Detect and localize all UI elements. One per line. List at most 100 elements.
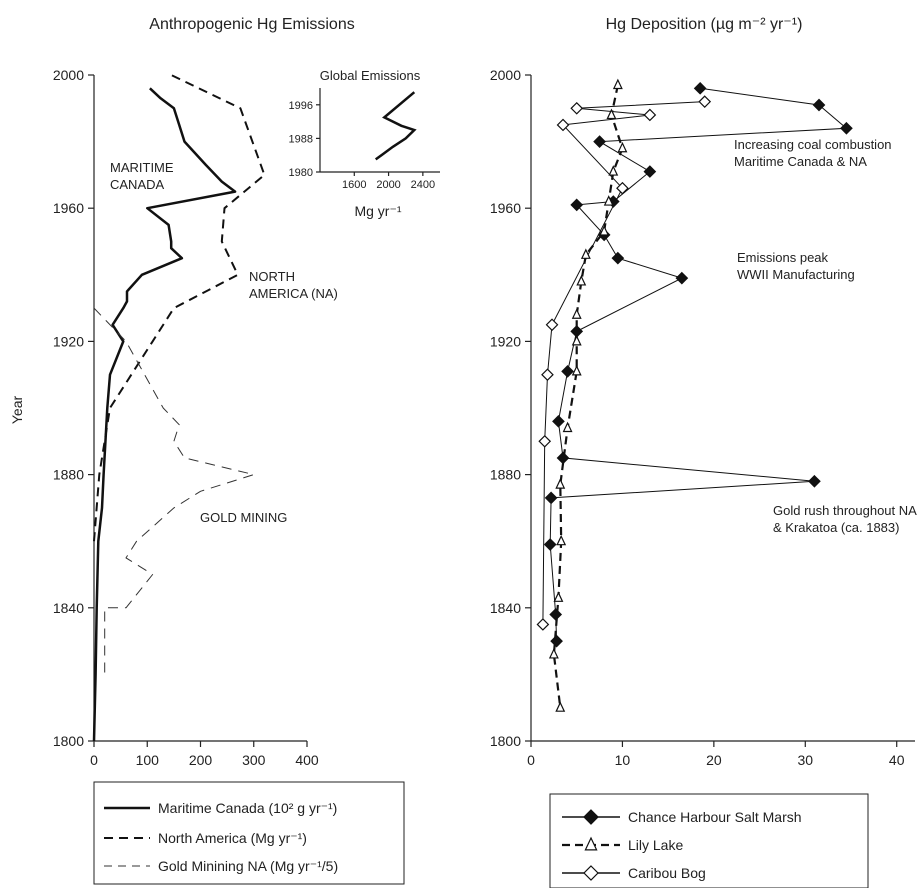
right-legend-marker-0: [583, 809, 599, 825]
right-y-tick-label-3: 1920: [490, 333, 521, 349]
right-series-2-point-4: [616, 181, 629, 195]
right-series-0-point-15: [544, 491, 558, 505]
left-y-tick-label-3: 1920: [53, 333, 84, 349]
right-series-1-point-0: [612, 78, 623, 90]
annotation-canada: CANADA: [110, 177, 165, 192]
right-x-tick-label-1: 10: [615, 752, 631, 768]
right-series-1-point-15: [548, 648, 559, 659]
right-series-0-point-16: [543, 538, 557, 551]
right-legend-label-2: Caribou Bog: [628, 865, 706, 881]
right-series-1-point-2: [617, 141, 628, 153]
right-series-1-point-11: [562, 421, 573, 433]
left-y-tick-label-2: 1880: [53, 467, 84, 483]
annotation-gold-mining: GOLD MINING: [200, 510, 287, 525]
right-series-2-point-7: [538, 434, 552, 448]
left-series-line-0: [92, 87, 237, 742]
right-series-2-point-6: [541, 368, 554, 382]
right-series-2-point-5: [545, 318, 559, 332]
inset-title: Global Emissions: [320, 68, 421, 83]
left-legend-item-2: Gold Minining NA (Mg yr⁻¹/5): [104, 858, 338, 874]
right-series-0-point-12: [552, 414, 565, 428]
right-series-1-point-10: [571, 364, 582, 376]
right-series-0-point-11: [561, 365, 574, 378]
right-series-group: [536, 78, 853, 712]
right-series-0-point-6: [570, 198, 584, 212]
inset-x-tick-label-1: 2000: [376, 179, 400, 191]
left-y-tick-label-4: 1960: [53, 200, 84, 216]
right-series-1-point-16: [555, 701, 566, 712]
inset-x-tick-label-0: 1600: [342, 179, 366, 191]
annotation-gold-rush-1: Gold rush throughout NA: [773, 503, 917, 518]
right-legend-label-0: Chance Harbour Salt Marsh: [628, 809, 802, 825]
right-series-1-point-4: [603, 195, 614, 206]
right-series-0-point-17: [549, 608, 563, 621]
left-legend-item-0: Maritime Canada (10² g yr⁻¹): [104, 800, 337, 816]
annotation-coal-1: Increasing coal combustion: [734, 137, 892, 152]
right-series-0-point-0: [693, 81, 707, 95]
right-y-tick-label-4: 1960: [490, 200, 521, 216]
right-series-0-point-14: [808, 474, 821, 488]
right-series-line-2: [542, 101, 705, 625]
right-series-0-point-2: [840, 121, 853, 135]
annotation-wwii-2: WWII Manufacturing: [737, 267, 855, 282]
left-y-tick-label-5: 2000: [53, 67, 84, 83]
inset-y-tick-label-1: 1988: [289, 133, 313, 145]
right-series-1-point-8: [571, 308, 582, 319]
right-legend-marker-1: [584, 836, 598, 851]
inset-ticks: 1600 2000 2400 1980 1988 1996: [289, 100, 436, 191]
right-series-1-point-9: [571, 334, 582, 346]
right-y-tick-label-5: 2000: [490, 67, 521, 83]
left-series-line-1: [93, 74, 266, 542]
right-series-1-point-6: [580, 248, 591, 259]
inset-y-tick-label-2: 1996: [289, 100, 313, 112]
left-series-group: [92, 74, 266, 742]
right-series-0-point-8: [611, 251, 625, 265]
left-series-line-2: [93, 307, 255, 675]
left-legend-label-2: Gold Minining NA (Mg yr⁻¹/5): [158, 858, 338, 874]
inset-global-emissions: Global Emissions 1600 2000 2400 1980 1988 199…: [289, 68, 440, 219]
right-series-1-point-7: [576, 275, 587, 286]
right-series-0-point-4: [643, 165, 657, 178]
annotation-gold-rush-2: & Krakatoa (ca. 1883): [773, 520, 899, 535]
right-y-tick-label-1: 1840: [490, 600, 521, 616]
right-x-tick-label-4: 40: [889, 752, 905, 768]
right-legend-marker-2: [583, 865, 599, 881]
right-series-line-1: [552, 84, 624, 708]
annotation-coal-2: Maritime Canada & NA: [734, 154, 867, 169]
right-series-line-0: [549, 87, 848, 642]
left-y-tick-label-1: 1840: [53, 600, 84, 616]
left-chart-title: Anthropogenic Hg Emissions: [149, 16, 354, 33]
annotation-america: AMERICA (NA): [249, 286, 338, 301]
right-series-2-point-1: [570, 101, 584, 115]
right-chart-title: Hg Deposition (µg m⁻² yr⁻¹): [606, 16, 803, 33]
right-series-1-point-12: [555, 478, 566, 489]
right-series-0-point-13: [556, 451, 570, 465]
right-series-1-point-3: [608, 165, 619, 176]
inset-x-label: Mg yr⁻¹: [354, 203, 401, 219]
inset-x-tick-label-2: 2400: [411, 179, 435, 191]
left-x-tick-label-0: 0: [90, 752, 98, 768]
left-y-axis-label: Year: [9, 396, 25, 425]
annotation-north: NORTH: [249, 269, 295, 284]
right-series-2-point-0: [698, 95, 712, 108]
right-series-0-point-3: [593, 135, 606, 148]
inset-y-tick-label-0: 1980: [289, 167, 313, 179]
inset-series-line: [374, 91, 417, 161]
right-series-2-point-2: [643, 108, 657, 122]
right-series-0-point-9: [675, 271, 689, 285]
left-y-tick-label-0: 1800: [53, 733, 84, 749]
left-x-tick-label-4: 400: [295, 752, 319, 768]
annotation-maritime: MARITIME: [110, 160, 174, 175]
right-x-tick-label-0: 0: [527, 752, 535, 768]
right-legend-label-1: Lily Lake: [628, 837, 683, 853]
right-series-0-point-1: [812, 98, 826, 112]
right-series-1-point-13: [556, 534, 567, 546]
left-legend-label-0: Maritime Canada (10² g yr⁻¹): [158, 800, 337, 816]
left-x-tick-label-1: 100: [136, 752, 160, 768]
left-axis-ticks: 0 100 200 300 400 1800 1840 1880 1920 1960 2000: [53, 67, 319, 768]
right-series-1-point-14: [553, 591, 564, 602]
left-legend-item-1: North America (Mg yr⁻¹): [104, 830, 307, 846]
right-series-1-point-5: [599, 225, 610, 236]
